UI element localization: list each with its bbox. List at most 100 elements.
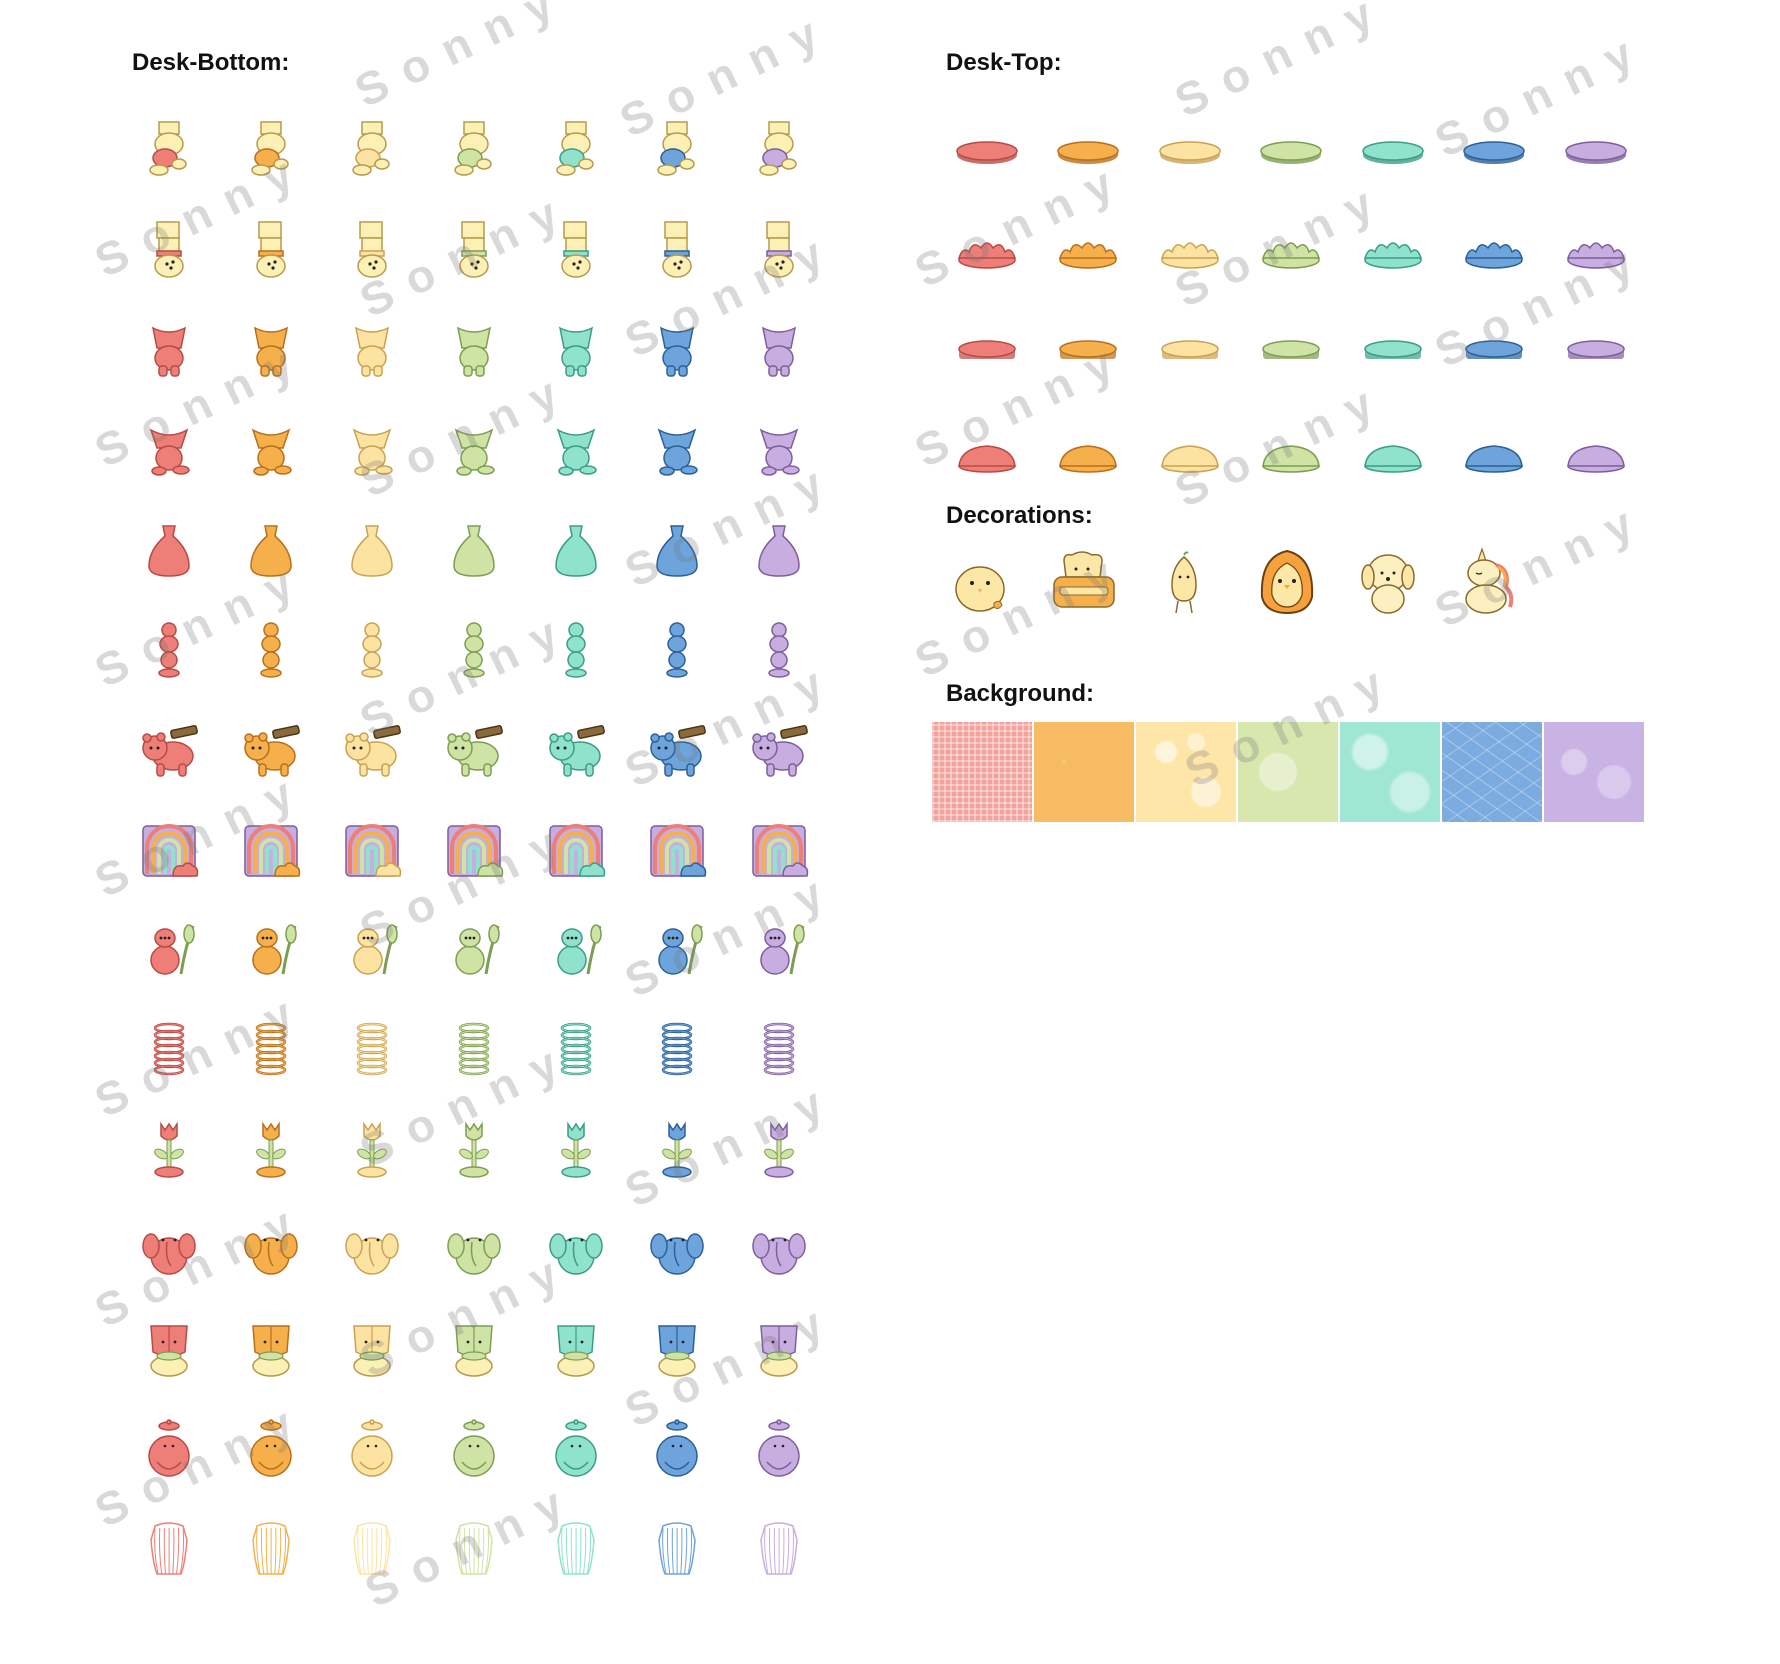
desk-bottom-item[interactable] <box>525 600 627 700</box>
desk-bottom-item[interactable] <box>321 600 423 700</box>
background-swatch-purple-floral[interactable] <box>1544 722 1644 822</box>
desk-bottom-item[interactable] <box>423 100 525 200</box>
desk-top-item[interactable] <box>1139 201 1241 302</box>
desk-bottom-item[interactable] <box>220 200 322 300</box>
desk-bottom-item[interactable] <box>728 900 830 1000</box>
desk-bottom-item[interactable] <box>626 1200 728 1300</box>
desk-bottom-item[interactable] <box>423 1500 525 1600</box>
desk-bottom-item[interactable] <box>728 1100 830 1200</box>
desk-bottom-item[interactable] <box>525 1500 627 1600</box>
desk-bottom-item[interactable] <box>118 1000 220 1100</box>
desk-bottom-item[interactable] <box>321 1500 423 1600</box>
desk-bottom-item[interactable] <box>728 700 830 800</box>
background-swatch-yellow-bokeh[interactable] <box>1136 722 1236 822</box>
desk-top-item[interactable] <box>1342 302 1444 403</box>
desk-bottom-item[interactable] <box>728 1400 830 1500</box>
desk-bottom-item[interactable] <box>728 600 830 700</box>
desk-top-item[interactable] <box>1038 302 1140 403</box>
decoration-item[interactable] <box>1150 544 1252 620</box>
desk-bottom-item[interactable] <box>728 500 830 600</box>
desk-top-item[interactable] <box>936 403 1038 504</box>
desk-top-item[interactable] <box>1342 403 1444 504</box>
desk-bottom-item[interactable] <box>525 700 627 800</box>
desk-bottom-item[interactable] <box>321 1100 423 1200</box>
background-swatch-teal-clouds[interactable] <box>1340 722 1440 822</box>
desk-bottom-item[interactable] <box>423 300 525 400</box>
desk-bottom-item[interactable] <box>118 300 220 400</box>
desk-bottom-item[interactable] <box>321 300 423 400</box>
desk-top-item[interactable] <box>1139 403 1241 504</box>
desk-top-item[interactable] <box>1038 403 1140 504</box>
desk-top-item[interactable] <box>1038 201 1140 302</box>
desk-bottom-item[interactable] <box>220 400 322 500</box>
desk-top-item[interactable] <box>1241 201 1343 302</box>
decoration-item[interactable] <box>946 544 1048 620</box>
desk-bottom-item[interactable] <box>626 1000 728 1100</box>
desk-bottom-item[interactable] <box>626 200 728 300</box>
decoration-item[interactable] <box>1048 544 1150 620</box>
desk-bottom-item[interactable] <box>423 1300 525 1400</box>
desk-bottom-item[interactable] <box>626 500 728 600</box>
desk-top-item[interactable] <box>1444 403 1546 504</box>
desk-bottom-item[interactable] <box>220 100 322 200</box>
desk-bottom-item[interactable] <box>118 1200 220 1300</box>
desk-bottom-item[interactable] <box>321 100 423 200</box>
desk-bottom-item[interactable] <box>525 1200 627 1300</box>
desk-bottom-item[interactable] <box>220 800 322 900</box>
desk-top-item[interactable] <box>1545 201 1647 302</box>
desk-top-item[interactable] <box>1545 100 1647 201</box>
desk-bottom-item[interactable] <box>728 1000 830 1100</box>
desk-bottom-item[interactable] <box>525 200 627 300</box>
desk-bottom-item[interactable] <box>321 1400 423 1500</box>
desk-bottom-item[interactable] <box>525 500 627 600</box>
desk-bottom-item[interactable] <box>220 1100 322 1200</box>
desk-top-item[interactable] <box>1342 100 1444 201</box>
desk-bottom-item[interactable] <box>423 200 525 300</box>
desk-bottom-item[interactable] <box>220 1300 322 1400</box>
desk-bottom-item[interactable] <box>728 1300 830 1400</box>
desk-bottom-item[interactable] <box>423 1000 525 1100</box>
desk-bottom-item[interactable] <box>423 800 525 900</box>
background-swatch-red-gingham[interactable] <box>932 722 1032 822</box>
desk-top-item[interactable] <box>1444 100 1546 201</box>
desk-bottom-item[interactable] <box>118 1300 220 1400</box>
desk-bottom-item[interactable] <box>321 900 423 1000</box>
desk-bottom-item[interactable] <box>728 400 830 500</box>
desk-bottom-item[interactable] <box>118 500 220 600</box>
desk-bottom-item[interactable] <box>321 1000 423 1100</box>
desk-bottom-item[interactable] <box>321 1200 423 1300</box>
desk-top-item[interactable] <box>1342 201 1444 302</box>
desk-bottom-item[interactable] <box>220 300 322 400</box>
desk-bottom-item[interactable] <box>321 200 423 300</box>
desk-bottom-item[interactable] <box>728 300 830 400</box>
desk-bottom-item[interactable] <box>220 1000 322 1100</box>
desk-top-item[interactable] <box>1038 100 1140 201</box>
desk-bottom-item[interactable] <box>423 500 525 600</box>
desk-bottom-item[interactable] <box>626 600 728 700</box>
desk-bottom-item[interactable] <box>321 500 423 600</box>
desk-bottom-item[interactable] <box>626 800 728 900</box>
desk-bottom-item[interactable] <box>626 1400 728 1500</box>
desk-bottom-item[interactable] <box>525 1000 627 1100</box>
desk-bottom-item[interactable] <box>118 900 220 1000</box>
desk-bottom-item[interactable] <box>423 900 525 1000</box>
desk-bottom-item[interactable] <box>220 700 322 800</box>
desk-bottom-item[interactable] <box>423 700 525 800</box>
desk-bottom-item[interactable] <box>321 700 423 800</box>
desk-top-item[interactable] <box>1545 403 1647 504</box>
desk-top-item[interactable] <box>1139 100 1241 201</box>
desk-bottom-item[interactable] <box>626 100 728 200</box>
desk-bottom-item[interactable] <box>118 1100 220 1200</box>
desk-bottom-item[interactable] <box>118 100 220 200</box>
desk-bottom-item[interactable] <box>423 1100 525 1200</box>
desk-bottom-item[interactable] <box>118 200 220 300</box>
background-swatch-green-lace[interactable] <box>1238 722 1338 822</box>
desk-bottom-item[interactable] <box>626 1100 728 1200</box>
desk-bottom-item[interactable] <box>423 1200 525 1300</box>
desk-top-item[interactable] <box>1444 201 1546 302</box>
desk-bottom-item[interactable] <box>525 300 627 400</box>
desk-bottom-item[interactable] <box>626 900 728 1000</box>
desk-top-item[interactable] <box>1241 302 1343 403</box>
desk-bottom-item[interactable] <box>220 1200 322 1300</box>
desk-bottom-item[interactable] <box>728 100 830 200</box>
